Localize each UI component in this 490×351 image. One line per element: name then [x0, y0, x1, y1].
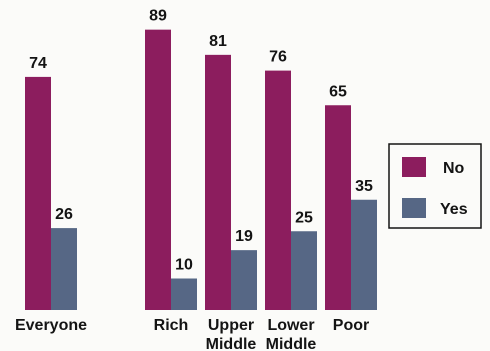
bar-yes-poor: [351, 199, 377, 310]
bar-yes-lower-middle: [291, 231, 317, 310]
bar-yes-upper-middle: [231, 250, 257, 310]
bars-group: [25, 29, 377, 311]
category-label-upper-middle: Upper Middle: [206, 317, 257, 351]
value-label-yes-poor: 35: [355, 178, 373, 195]
value-label-yes-lower-middle: 25: [295, 209, 313, 226]
bar-no-poor: [325, 105, 351, 310]
category-labels-group: Everyone Rich Upper Middle Lower Middle Poor: [15, 317, 369, 351]
bar-yes-rich: [171, 278, 197, 310]
category-label-rich: Rich: [154, 317, 189, 334]
bar-no-everyone: [25, 76, 51, 311]
legend-swatch-yes: [402, 198, 426, 218]
legend-label-no: No: [443, 160, 465, 177]
value-label-yes-rich: 10: [175, 257, 193, 274]
bar-no-rich: [145, 29, 171, 311]
value-label-no-rich: 89: [149, 8, 167, 25]
category-label-lower-middle: Lower Middle: [266, 317, 317, 351]
category-label-everyone: Everyone: [15, 317, 87, 334]
value-labels-group: 74 26 89 10 81 19 76 25 65 35: [29, 8, 373, 274]
value-label-yes-upper-middle: 19: [235, 228, 253, 245]
value-label-no-everyone: 74: [29, 55, 47, 72]
value-label-yes-everyone: 26: [55, 206, 73, 223]
legend-label-yes: Yes: [440, 201, 468, 218]
legend-box: [388, 143, 482, 229]
value-label-no-upper-middle: 81: [209, 33, 227, 50]
value-label-no-poor: 65: [329, 83, 347, 100]
legend: No Yes: [388, 143, 482, 229]
bar-no-lower-middle: [265, 70, 291, 310]
bar-yes-everyone: [51, 228, 77, 310]
value-label-no-lower-middle: 76: [269, 49, 287, 66]
legend-swatch-no: [402, 157, 426, 177]
bar-no-upper-middle: [205, 54, 231, 310]
category-label-poor: Poor: [333, 317, 369, 334]
